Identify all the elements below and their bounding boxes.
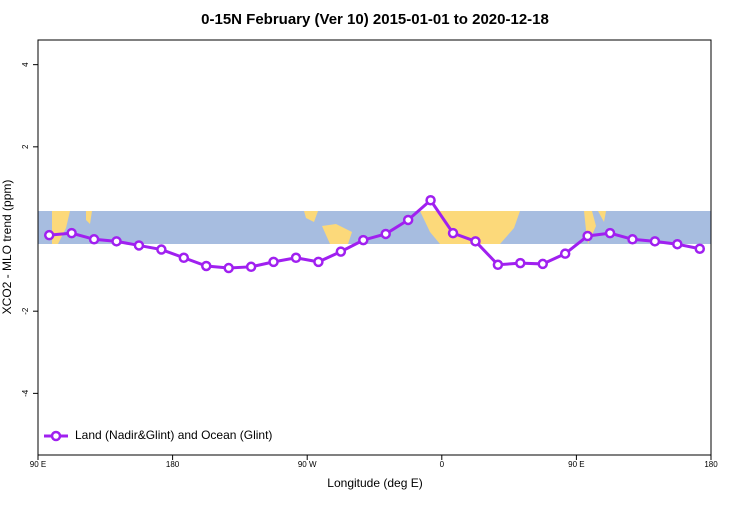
legend-marker [50,430,62,442]
point [694,243,706,254]
y-tick-label: -4 [21,389,30,397]
point [649,236,661,247]
x-tick-label: 180 [166,460,180,469]
point [582,230,593,242]
point [156,244,167,255]
y-axis-label: XCO2 - MLO trend (ppm) [0,180,14,315]
point [268,256,279,268]
y-tick-label: 2 [21,144,30,149]
point [537,258,548,270]
point [402,214,414,226]
x-tick-label: 90 E [568,460,584,469]
x-axis-label: Longitude (deg E) [327,476,422,490]
x-tick-label: 0 [440,460,445,469]
point [201,260,212,272]
legend-label: Land (Nadir&Glint) and Ocean (Glint) [75,428,272,442]
x-tick-label: 180 [704,460,718,469]
point [133,240,145,251]
point [447,227,459,239]
point [313,256,324,268]
y-tick-label: -2 [21,307,30,315]
point [358,234,369,246]
plot-frame [37,39,712,456]
point [380,228,391,240]
point [515,257,526,269]
y-tick-label: 4 [21,62,30,67]
point [492,259,504,271]
point [604,227,616,239]
point [43,229,55,241]
point [111,236,122,247]
point [627,234,638,245]
point [425,194,436,206]
point [223,262,234,274]
point [335,246,347,257]
point [245,261,257,273]
x-tick-label: 90 W [298,460,317,469]
map-band [38,211,711,244]
point [178,252,190,264]
x-tick-label: 90 E [30,460,46,469]
point [88,234,100,245]
point [559,248,571,259]
point [290,252,302,264]
point [672,238,683,250]
chart-title: 0-15N February (Ver 10) 2015-01-01 to 20… [201,11,549,28]
point [470,236,481,247]
point [66,227,77,239]
